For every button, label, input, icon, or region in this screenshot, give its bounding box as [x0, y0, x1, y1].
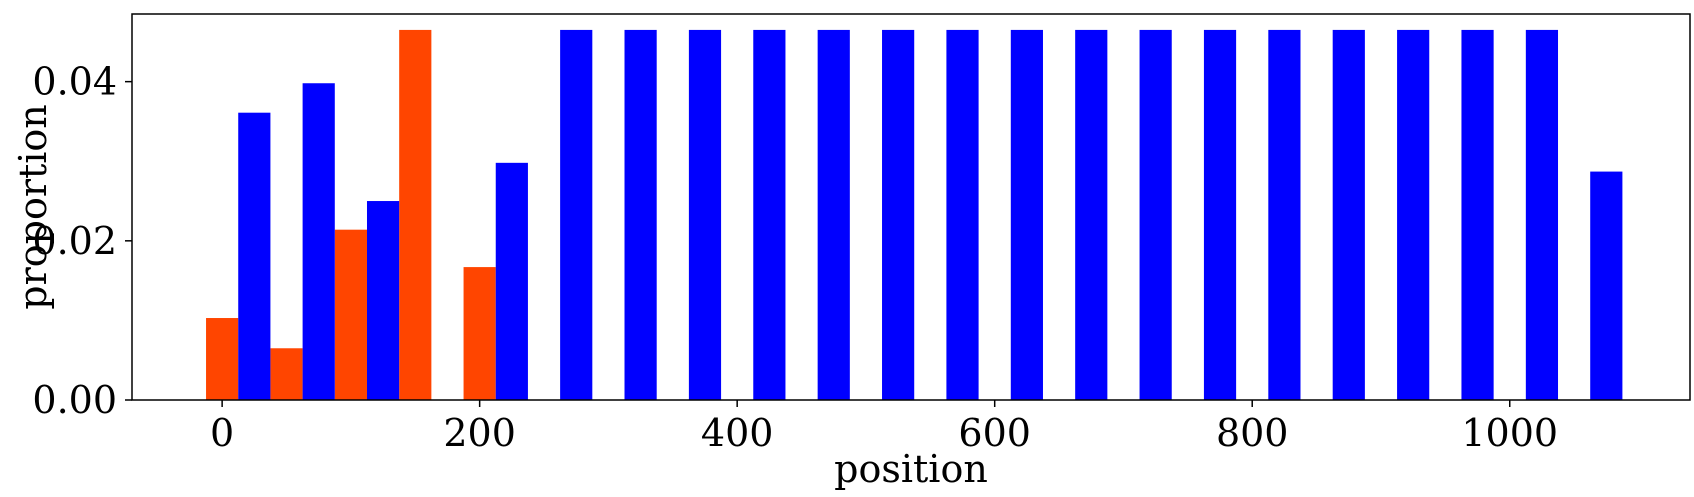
bar-series-2-20	[1525, 29, 1559, 400]
bar-series-2-18	[1397, 29, 1430, 400]
bar-series-2-4	[495, 162, 528, 400]
x-axis: 0 200 400 600 800 1000	[210, 400, 1558, 455]
bar-series-2-6	[624, 29, 657, 400]
bar-series-2-2	[302, 83, 335, 400]
x-tick-label: 1000	[1461, 411, 1558, 455]
bar-series-2-11	[946, 29, 979, 400]
y-tick-label: 0.04	[32, 60, 117, 104]
bar-series-2-1	[238, 112, 271, 400]
bar-series-2-9	[817, 29, 850, 400]
bar-series-2-8	[753, 29, 786, 400]
bar-series-1-1	[206, 318, 239, 400]
bar-series-1-3	[334, 229, 367, 400]
bar-series-2-16	[1268, 29, 1301, 400]
bar-series-2-10	[882, 29, 915, 400]
bar-series-2-17	[1332, 29, 1365, 400]
x-tick-label: 200	[443, 411, 516, 455]
x-tick-label: 800	[1216, 411, 1289, 455]
x-tick-label: 600	[958, 411, 1031, 455]
bar-series-2-7	[688, 29, 722, 400]
y-axis: 0.00 0.02 0.04	[32, 60, 132, 422]
bar-series-2-13	[1075, 29, 1108, 400]
bar-series-2-14	[1139, 29, 1172, 400]
bars-layer	[206, 29, 1623, 400]
y-tick-label: 0.00	[32, 378, 117, 422]
bar-series-2-5	[560, 29, 593, 400]
bar-series-1-5	[463, 267, 496, 400]
bar-series-2-15	[1203, 29, 1237, 400]
bar-series-2-3	[366, 201, 400, 400]
x-tick-label: 0	[210, 411, 234, 455]
x-axis-title: position	[834, 447, 988, 491]
bar-series-2-19	[1461, 29, 1494, 400]
y-axis-title: proportion	[11, 104, 55, 310]
x-tick-label: 400	[701, 411, 774, 455]
bar-series-2-12	[1010, 29, 1043, 400]
y-tick-label: 0.02	[32, 219, 117, 263]
bar-series-1-2	[270, 348, 303, 400]
bar-series-1-4	[399, 29, 432, 400]
bar-series-2-21	[1590, 171, 1623, 400]
plot-frame	[131, 13, 1691, 401]
